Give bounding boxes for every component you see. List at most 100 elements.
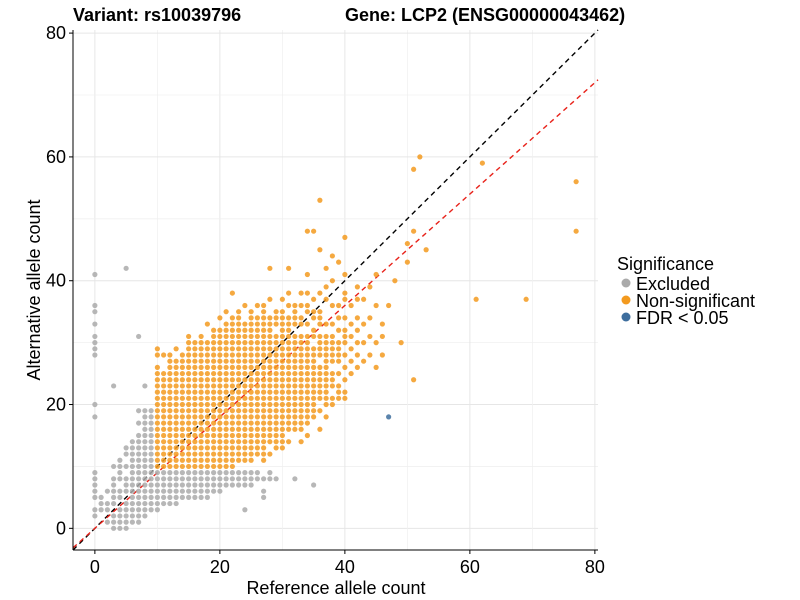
point-non-significant: [242, 420, 248, 426]
point-non-significant: [229, 445, 235, 451]
point-excluded: [167, 482, 173, 488]
point-excluded: [142, 426, 148, 432]
point-non-significant: [229, 352, 235, 358]
point-non-significant: [279, 352, 285, 358]
point-excluded: [148, 507, 154, 513]
point-non-significant: [273, 346, 279, 352]
point-excluded: [92, 513, 98, 519]
point-non-significant: [292, 414, 298, 420]
point-non-significant: [248, 457, 254, 463]
point-non-significant: [254, 389, 260, 395]
point-non-significant: [154, 463, 160, 470]
point-non-significant: [192, 352, 198, 358]
y-axis-label: Alternative allele count: [24, 199, 44, 380]
point-non-significant: [311, 389, 317, 395]
point-non-significant: [311, 352, 317, 358]
x-tick-label: 0: [90, 557, 100, 577]
point-non-significant: [217, 457, 223, 463]
point-non-significant: [329, 302, 335, 309]
point-non-significant: [279, 370, 285, 377]
point-non-significant: [261, 408, 267, 414]
point-non-significant: [273, 340, 279, 346]
point-non-significant: [198, 463, 204, 470]
point-non-significant: [173, 389, 179, 395]
point-excluded: [136, 451, 142, 457]
point-excluded: [117, 525, 123, 531]
point-excluded: [117, 494, 123, 500]
point-non-significant: [179, 352, 185, 358]
point-non-significant: [167, 358, 173, 364]
point-non-significant: [211, 457, 217, 463]
point-excluded: [123, 519, 129, 525]
point-non-significant: [254, 445, 260, 451]
point-excluded: [111, 463, 117, 470]
point-non-significant: [279, 315, 285, 321]
point-non-significant: [186, 383, 192, 389]
point-non-significant: [329, 383, 335, 389]
point-excluded: [111, 519, 117, 525]
point-non-significant: [223, 451, 229, 457]
point-non-significant: [236, 327, 242, 333]
point-non-significant: [236, 383, 242, 389]
point-non-significant: [286, 364, 292, 370]
point-non-significant: [223, 321, 229, 327]
point-non-significant: [298, 395, 304, 401]
point-non-significant: [223, 346, 229, 352]
point-non-significant: [317, 395, 323, 401]
point-non-significant: [217, 451, 223, 457]
point-non-significant: [217, 389, 223, 395]
point-excluded: [136, 457, 142, 463]
point-non-significant: [367, 315, 373, 321]
point-non-significant: [192, 401, 198, 408]
point-excluded: [254, 470, 260, 476]
point-non-significant: [379, 321, 385, 327]
point-non-significant: [223, 309, 229, 315]
point-excluded: [242, 482, 248, 488]
point-non-significant: [329, 333, 335, 340]
point-non-significant: [304, 395, 310, 401]
point-excluded: [148, 451, 154, 457]
point-non-significant: [204, 364, 210, 370]
point-non-significant: [198, 352, 204, 358]
point-non-significant: [336, 383, 342, 389]
point-non-significant: [317, 290, 323, 296]
point-non-significant: [304, 364, 310, 370]
point-non-significant: [242, 395, 248, 401]
point-non-significant: [229, 457, 235, 463]
point-non-significant: [211, 426, 217, 432]
point-non-significant: [186, 333, 192, 340]
point-excluded: [186, 476, 192, 482]
point-non-significant: [317, 426, 323, 432]
point-excluded: [142, 439, 148, 445]
point-non-significant: [292, 420, 298, 426]
point-non-significant: [267, 377, 273, 383]
point-excluded: [136, 463, 142, 470]
point-non-significant: [186, 370, 192, 377]
point-excluded: [129, 476, 135, 482]
point-excluded: [92, 340, 98, 346]
point-excluded: [123, 445, 129, 451]
point-excluded: [142, 408, 148, 414]
point-excluded: [192, 488, 198, 494]
point-non-significant: [248, 395, 254, 401]
point-non-significant: [161, 395, 167, 401]
point-non-significant: [261, 340, 267, 346]
point-non-significant: [204, 420, 210, 426]
point-non-significant: [348, 302, 354, 309]
point-non-significant: [292, 383, 298, 389]
point-excluded: [223, 476, 229, 482]
point-non-significant: [317, 333, 323, 340]
point-non-significant: [248, 321, 254, 327]
point-non-significant: [236, 408, 242, 414]
point-excluded: [179, 494, 185, 500]
point-non-significant: [154, 377, 160, 383]
point-non-significant: [242, 432, 248, 439]
point-non-significant: [192, 346, 198, 352]
point-excluded: [92, 271, 98, 278]
point-non-significant: [298, 439, 304, 445]
point-non-significant: [229, 377, 235, 383]
point-non-significant: [167, 420, 173, 426]
point-non-significant: [336, 327, 342, 333]
point-non-significant: [161, 352, 167, 358]
point-non-significant: [267, 408, 273, 414]
